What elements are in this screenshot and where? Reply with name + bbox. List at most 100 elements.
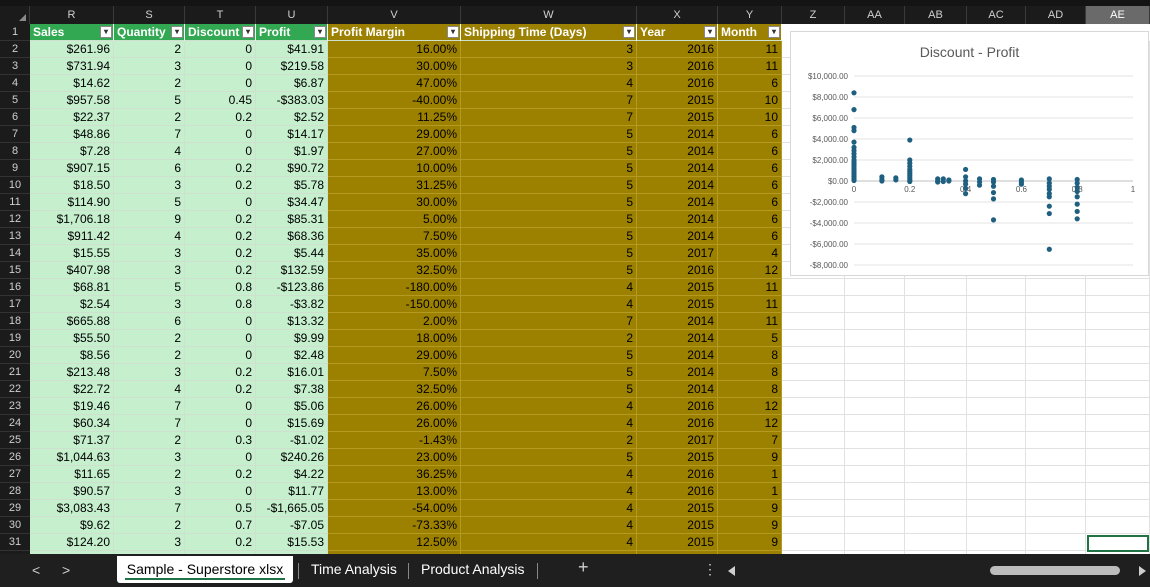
cell-month[interactable]: 12 [718, 415, 782, 432]
cell-profit[interactable]: $9.99 [256, 330, 328, 347]
cell-disc[interactable]: 0.2 [185, 228, 256, 245]
cell-margin[interactable]: 16.00% [328, 41, 461, 58]
cell-margin[interactable]: -1.43% [328, 432, 461, 449]
empty-cell[interactable] [782, 330, 845, 347]
row-header[interactable]: 17 [0, 296, 30, 313]
cell-ship[interactable]: 3 [461, 41, 637, 58]
cell-qty[interactable]: 7 [114, 126, 185, 143]
cell-qty[interactable]: 3 [114, 534, 185, 551]
cell-disc[interactable]: 0 [185, 41, 256, 58]
empty-cell[interactable] [845, 364, 905, 381]
cell-sales[interactable]: $2.54 [30, 296, 114, 313]
cell-month[interactable]: 6 [718, 126, 782, 143]
cell-profit[interactable]: $5.78 [256, 177, 328, 194]
cell-ship[interactable]: 2 [461, 432, 637, 449]
row-header[interactable]: 19 [0, 330, 30, 347]
row-header[interactable]: 11 [0, 194, 30, 211]
empty-cell[interactable] [1026, 500, 1086, 517]
cell-month[interactable]: 5 [718, 330, 782, 347]
column-header-aa[interactable]: AA [845, 6, 905, 24]
cell-qty[interactable]: 3 [114, 262, 185, 279]
cell-ship[interactable]: 4 [461, 500, 637, 517]
cell-ship[interactable]: 5 [461, 177, 637, 194]
cell-margin[interactable]: 31.25% [328, 177, 461, 194]
cell-profit[interactable]: $240.26 [256, 449, 328, 466]
empty-cell[interactable] [967, 364, 1026, 381]
empty-cell[interactable] [782, 449, 845, 466]
cell-qty[interactable]: 2 [114, 432, 185, 449]
cell-ship[interactable]: 5 [461, 381, 637, 398]
cell-year[interactable]: 2014 [637, 177, 718, 194]
filter-dropdown-icon[interactable]: ▾ [768, 26, 780, 38]
cell-year[interactable]: 2015 [637, 109, 718, 126]
cell-ship[interactable]: 3 [461, 58, 637, 75]
cell-disc[interactable]: 0 [185, 415, 256, 432]
cell-year[interactable]: 2014 [637, 228, 718, 245]
cell-year[interactable]: 2015 [637, 551, 718, 554]
empty-cell[interactable] [782, 517, 845, 534]
cell-month[interactable]: 8 [718, 347, 782, 364]
cell-profit[interactable]: $68.36 [256, 228, 328, 245]
empty-cell[interactable] [967, 347, 1026, 364]
cell-sales[interactable]: $68.81 [30, 279, 114, 296]
cell-disc[interactable]: 0.2 [185, 211, 256, 228]
cell-month[interactable]: 1 [718, 483, 782, 500]
empty-cell[interactable] [905, 500, 967, 517]
cell-margin[interactable]: -73.33% [328, 517, 461, 534]
cell-margin[interactable]: 47.00% [328, 75, 461, 92]
cell-month[interactable]: 6 [718, 228, 782, 245]
cell-ship[interactable]: 4 [461, 415, 637, 432]
empty-cell[interactable] [1026, 551, 1086, 554]
column-header-s[interactable]: S [114, 6, 185, 24]
row-header[interactable]: 14 [0, 245, 30, 262]
row-header[interactable]: 5 [0, 92, 30, 109]
cell-profit[interactable]: $15.69 [256, 415, 328, 432]
cell-qty[interactable]: 5 [114, 194, 185, 211]
filter-dropdown-icon[interactable]: ▾ [314, 26, 326, 38]
cell-month[interactable]: 12 [718, 398, 782, 415]
cell-month[interactable]: 11 [718, 313, 782, 330]
empty-cell[interactable] [905, 517, 967, 534]
cell-sales[interactable]: $14.62 [30, 75, 114, 92]
cell-qty[interactable]: 5 [114, 279, 185, 296]
cell-margin[interactable]: 32.50% [328, 381, 461, 398]
row-header[interactable]: 3 [0, 58, 30, 75]
cell-qty[interactable]: 3 [114, 245, 185, 262]
cell-disc[interactable]: 0 [185, 313, 256, 330]
empty-cell[interactable] [1026, 534, 1086, 551]
column-header-ac[interactable]: AC [967, 6, 1026, 24]
header-profit-margin[interactable]: Profit Margin ▾ [328, 24, 461, 41]
cell-sales[interactable]: $731.94 [30, 58, 114, 75]
cell-year[interactable]: 2015 [637, 500, 718, 517]
cell-margin[interactable]: 2.00% [328, 313, 461, 330]
empty-cell[interactable] [1026, 432, 1086, 449]
cell-margin[interactable]: 23.00% [328, 449, 461, 466]
cell-profit[interactable]: $15.53 [256, 534, 328, 551]
cell-qty[interactable]: 7 [114, 398, 185, 415]
empty-cell[interactable] [1086, 296, 1150, 313]
cell-disc[interactable]: 0.7 [185, 517, 256, 534]
cell-year[interactable]: 2017 [637, 432, 718, 449]
cell-margin[interactable]: 26.00% [328, 398, 461, 415]
select-all-corner[interactable] [0, 6, 30, 24]
cell-sales[interactable]: $8.56 [30, 347, 114, 364]
empty-cell[interactable] [782, 415, 845, 432]
cell-margin[interactable]: 7.50% [328, 228, 461, 245]
cell-profit[interactable]: $132.59 [256, 262, 328, 279]
cell-disc[interactable]: 0.5 [185, 500, 256, 517]
cell-disc[interactable]: 0.2 [185, 364, 256, 381]
cell-disc[interactable]: 0.2 [185, 466, 256, 483]
cell-ship[interactable]: 4 [461, 296, 637, 313]
cell-sales[interactable]: $22.37 [30, 109, 114, 126]
empty-cell[interactable] [845, 313, 905, 330]
column-header-ab[interactable]: AB [905, 6, 967, 24]
empty-cell[interactable] [967, 296, 1026, 313]
cell-month[interactable]: 11 [718, 58, 782, 75]
column-header-y[interactable]: Y [718, 6, 782, 24]
cell-margin[interactable]: 27.00% [328, 143, 461, 160]
cell-sales[interactable]: $15.55 [30, 245, 114, 262]
empty-cell[interactable] [1086, 500, 1150, 517]
add-sheet-icon[interactable]: + [578, 557, 589, 577]
column-header-ad[interactable]: AD [1026, 6, 1086, 24]
empty-cell[interactable] [905, 551, 967, 554]
